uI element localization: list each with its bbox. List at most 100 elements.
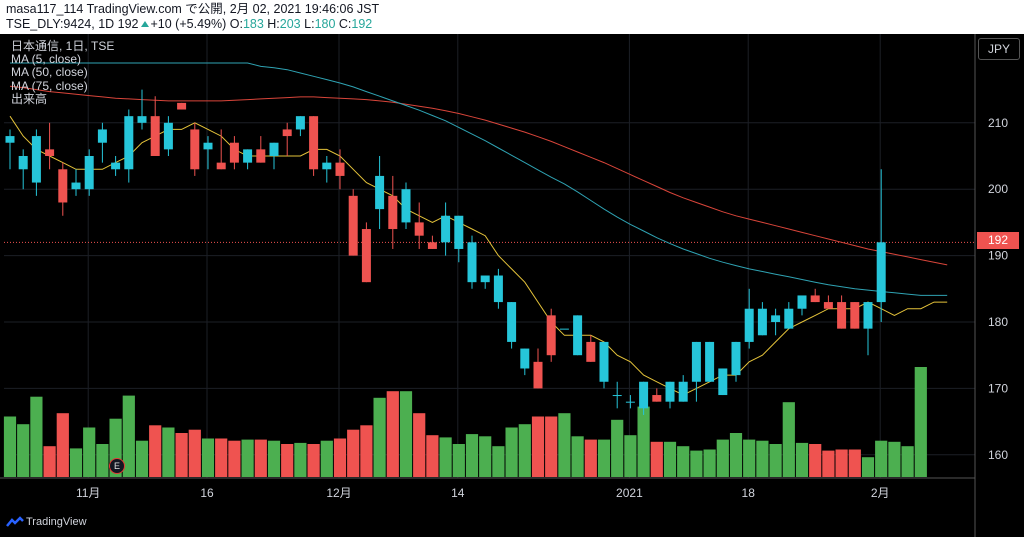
- volume-bar: [531, 416, 545, 477]
- candle-body: [546, 315, 556, 356]
- x-tick-label: 14: [451, 486, 465, 500]
- ma75-line: [9, 85, 948, 266]
- candle-body: [665, 381, 675, 402]
- candle-body: [361, 229, 371, 283]
- close-label: C:: [338, 17, 352, 31]
- volume-bar: [492, 446, 505, 477]
- volume-bar: [399, 391, 413, 477]
- candle-body: [348, 195, 358, 256]
- volume-bar: [875, 440, 888, 477]
- volume-bar: [386, 391, 399, 477]
- candle-body: [124, 116, 134, 170]
- candle-body: [559, 328, 569, 330]
- volume-bar: [835, 449, 848, 477]
- volume-bar: [545, 416, 558, 477]
- volume-bar: [558, 413, 571, 477]
- candle-body: [388, 195, 398, 230]
- volume-bar: [162, 427, 175, 477]
- volume-bar: [307, 444, 320, 477]
- volume-bar: [743, 439, 756, 477]
- candle-body: [45, 149, 55, 156]
- volume-bar: [215, 438, 228, 477]
- candlesticks: [5, 89, 886, 415]
- volume-bar: [267, 440, 281, 477]
- ohlc-line: TSE_DLY:9424, 1D 192 +10 (+5.49%) O:183 H…: [6, 17, 372, 32]
- legend-volume: 出来高: [11, 91, 48, 106]
- tradingview-icon: [6, 516, 24, 527]
- currency-button[interactable]: JPY: [978, 38, 1020, 60]
- candle-body: [678, 381, 688, 402]
- low-value: 180: [314, 17, 336, 31]
- volume-bar: [518, 424, 531, 477]
- y-tick-label: 180: [988, 315, 1008, 329]
- open-value: 183: [242, 17, 264, 31]
- volume-bar: [439, 437, 452, 477]
- x-tick-label: 16: [200, 486, 214, 500]
- candle-body: [243, 149, 253, 163]
- moving-averages: [9, 62, 948, 396]
- volume-bar: [333, 438, 347, 477]
- volume-bar: [914, 367, 927, 477]
- volume-bar: [809, 444, 822, 477]
- volume-bar: [861, 457, 875, 477]
- tradingview-logo: TradingView: [6, 516, 87, 528]
- candle-body: [282, 129, 292, 137]
- candle-body: [810, 295, 820, 303]
- candle-body: [797, 295, 807, 309]
- y-tick-label: 170: [988, 381, 1008, 395]
- brand-text: TradingView: [26, 516, 87, 528]
- candle-body: [863, 302, 873, 329]
- candle-body: [322, 162, 332, 170]
- candle-body: [414, 222, 424, 236]
- volume-bar: [848, 449, 861, 477]
- volume-bar: [17, 424, 30, 477]
- candle-body: [190, 129, 200, 170]
- volume-bar: [135, 440, 149, 477]
- candle-body: [454, 215, 464, 249]
- volume-bar: [465, 434, 479, 477]
- volume-bars: [3, 367, 927, 477]
- y-tick-label: 210: [988, 116, 1008, 130]
- volume-bar: [347, 429, 360, 477]
- candle-body: [612, 395, 622, 397]
- volume-bar: [782, 402, 795, 477]
- legend-ma75: MA (75, close): [11, 78, 88, 93]
- close-value: 192: [351, 17, 373, 31]
- candle-body: [718, 368, 728, 396]
- candle-body: [599, 341, 609, 382]
- volume-bar: [716, 439, 729, 477]
- header-bar: masa117_114 TradingView.com で公開, 2月 02, …: [0, 0, 1024, 34]
- axes: 160 170 180 190 200 210 11月 16 12月 14 2021 18 2月: [0, 34, 1008, 537]
- candle-body: [757, 308, 767, 336]
- volume-bar: [637, 406, 650, 477]
- candle-body: [639, 381, 649, 409]
- candle-body: [111, 162, 121, 170]
- candle-body: [401, 189, 411, 223]
- legend-ma5: MA (5, close): [11, 52, 82, 67]
- candle-body: [533, 361, 543, 389]
- last-price-badge: 192: [977, 232, 1019, 249]
- publish-info: masa117_114 TradingView.com で公開, 2月 02, …: [6, 2, 380, 16]
- candle-body: [705, 341, 715, 382]
- candle-body: [18, 156, 28, 170]
- candle-body: [163, 122, 173, 150]
- volume-bar: [69, 448, 83, 477]
- candle-body: [744, 308, 754, 342]
- candle-body: [441, 215, 451, 243]
- candle-body: [823, 302, 833, 309]
- volume-bar: [426, 435, 439, 477]
- earnings-event-icon[interactable]: E: [109, 458, 125, 474]
- candle-body: [375, 175, 385, 210]
- volume-bar: [611, 419, 624, 477]
- candle-body: [71, 182, 81, 190]
- grid-lines: [4, 34, 975, 478]
- low-label: L:: [304, 17, 315, 31]
- ma50-line: [10, 62, 948, 296]
- open-label: O:: [229, 17, 243, 31]
- volume-bar: [281, 444, 294, 477]
- candle-body: [493, 275, 503, 303]
- candle-body: [137, 116, 147, 123]
- volume-bar: [703, 449, 716, 477]
- candle-body: [31, 136, 41, 183]
